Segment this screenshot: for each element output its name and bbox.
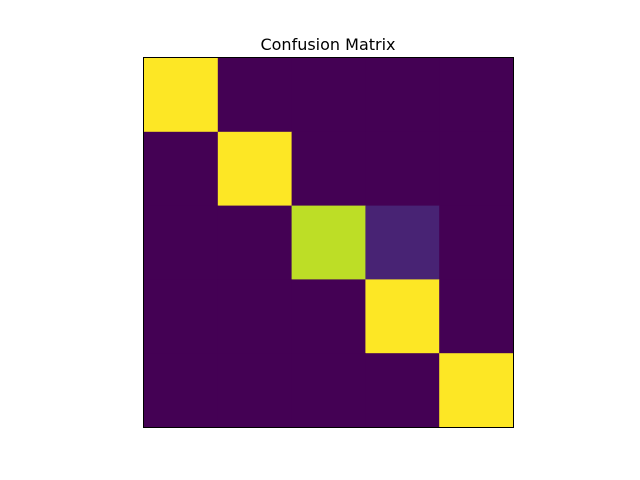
heatmap-cell-r4-c4 — [439, 353, 514, 428]
heatmap-cell-r0-c2 — [291, 58, 366, 133]
heatmap-cell-r4-c0 — [144, 353, 219, 428]
heatmap-cell-r0-c1 — [217, 58, 293, 133]
heatmap-cell-r3-c3 — [365, 279, 440, 354]
heatmap-cell-r2-c2 — [291, 205, 366, 280]
heatmap-cell-r1-c0 — [144, 131, 219, 207]
heatmap-cell-r2-c1 — [217, 205, 293, 280]
heatmap-cell-r3-c1 — [217, 279, 293, 354]
heatmap-cell-r0-c3 — [365, 58, 440, 133]
heatmap-cell-r3-c2 — [291, 279, 366, 354]
heatmap-cell-r4-c2 — [291, 353, 366, 428]
axes-frame — [143, 57, 514, 428]
chart-title: Confusion Matrix — [260, 35, 395, 54]
heatmap-cell-r2-c0 — [144, 205, 219, 280]
heatmap-cell-r4-c1 — [217, 353, 293, 428]
heatmap-cell-r0-c4 — [439, 58, 514, 133]
heatmap-cell-r1-c4 — [439, 131, 514, 207]
heatmap-cells — [144, 58, 514, 428]
heatmap-cell-r3-c4 — [439, 279, 514, 354]
heatmap-cell-r0-c0 — [144, 58, 219, 133]
heatmap-cell-r3-c0 — [144, 279, 219, 354]
heatmap-cell-r2-c3 — [365, 205, 440, 280]
heatmap-cell-r4-c3 — [365, 353, 440, 428]
heatmap-cell-r1-c1 — [217, 131, 293, 207]
heatmap-cell-r2-c4 — [439, 205, 514, 280]
heatmap-cell-r1-c3 — [365, 131, 440, 207]
heatmap-cell-r1-c2 — [291, 131, 366, 207]
